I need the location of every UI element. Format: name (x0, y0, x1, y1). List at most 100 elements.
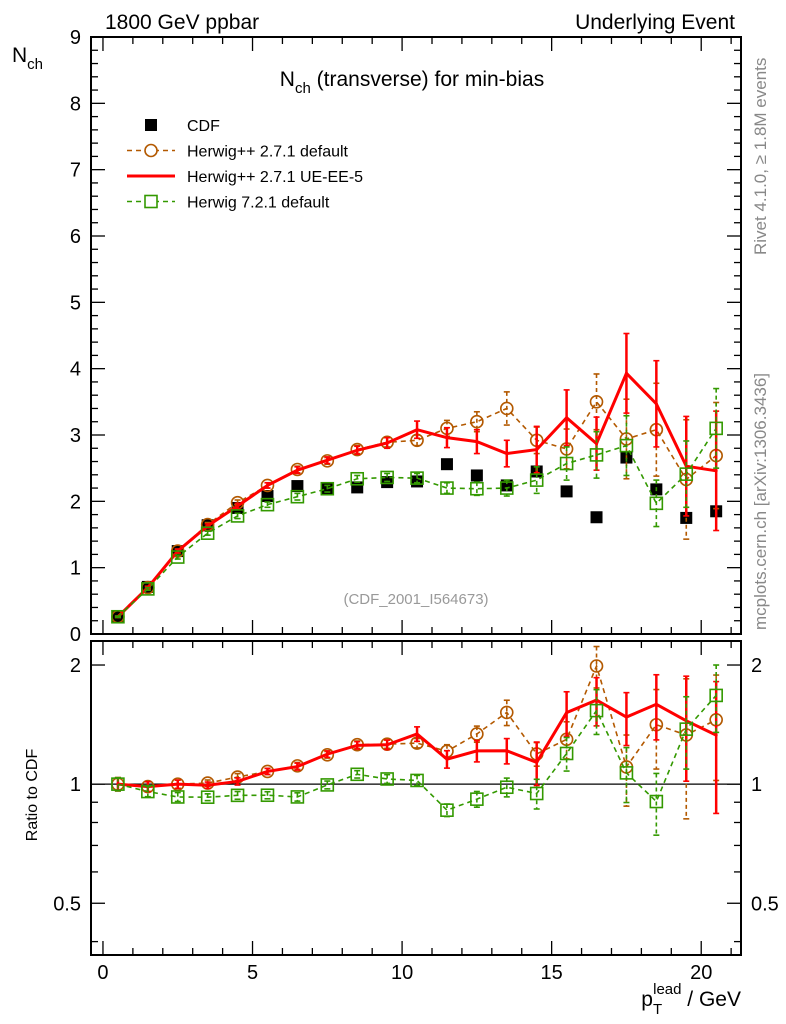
main-series-3-point (141, 582, 155, 596)
ratio-y-tick-label: 0.5 (53, 893, 81, 915)
ratio-series-3-point (290, 790, 305, 804)
ratio-series-3-point (200, 790, 215, 804)
y-tick-label: 2 (70, 491, 81, 513)
ratio-series-3-point (260, 788, 275, 803)
legend-series-3-marker (144, 194, 158, 209)
main-series-2-point (624, 371, 628, 375)
ratio-series-3-point (170, 790, 185, 804)
main-series-3-point (111, 609, 125, 624)
y-tick-label: 0 (70, 624, 81, 646)
ratio-series-3-point (470, 792, 484, 806)
header-left: 1800 GeV ppbar (105, 11, 259, 34)
ratio-series-3-line (117, 694, 717, 812)
ratio-series-2-point (475, 749, 479, 753)
main-series-3-point (649, 496, 664, 511)
ratio-y-tick-label-right: 0.5 (751, 893, 779, 915)
ratio-series-3-point (410, 773, 424, 788)
main-series-2-point (325, 458, 329, 462)
main-series-2-point (445, 436, 449, 440)
ratio-series-2-point (415, 732, 419, 736)
ratio-series-2-point (355, 743, 359, 747)
main-series-2-point (236, 504, 240, 508)
main-series-1-point (470, 414, 484, 429)
main-series-2-point (505, 452, 509, 456)
x-tick-label: 20 (690, 962, 712, 984)
ratio-series-1-line (117, 663, 717, 788)
ratio-y-tick-label: 2 (70, 655, 81, 677)
ratio-series-3-point (709, 688, 723, 703)
main-series-3-point (290, 489, 305, 504)
main-series-2-point (385, 441, 389, 445)
main-series-2-point (475, 440, 479, 444)
main-series-3-point (470, 481, 484, 496)
ratio-series-1-point (290, 759, 305, 773)
main-cdf-point (291, 480, 304, 493)
ratio-series-3-point (380, 772, 394, 786)
main-series-2-point (565, 416, 569, 420)
ratio-series-3-point (589, 703, 604, 718)
ratio-series-3-point (320, 778, 335, 792)
ratio-series-3-point (141, 784, 155, 799)
main-series-3-line (117, 427, 717, 618)
legend-cdf-marker (145, 119, 157, 131)
main-series-1-point (589, 395, 604, 409)
main-series-3-point (410, 471, 424, 485)
main-series-1-point (499, 401, 514, 416)
ratio-y-tick-label-right: 1 (751, 774, 762, 796)
main-series-3-point (260, 497, 275, 512)
ratio-series-2-point (176, 782, 180, 786)
main-cdf-point (590, 511, 603, 524)
main-series-3-point (709, 421, 723, 436)
ratio-series-2-point (535, 760, 539, 764)
x-tick-label: 0 (97, 962, 108, 984)
ratio-series-3-point (111, 777, 125, 791)
main-cdf-point (470, 469, 483, 482)
x-tick-label: 10 (391, 962, 413, 984)
main-series-3-point (170, 550, 185, 564)
ratio-series-2-point (505, 749, 509, 753)
x-tick-label: 15 (541, 962, 563, 984)
rivet-version-label: Rivet 4.1.0, ≥ 1.8M events (751, 58, 770, 255)
legend-series-1-marker (144, 143, 158, 158)
y-tick-label: 3 (70, 425, 81, 447)
legend-series-3-label: Herwig 7.2.1 default (187, 195, 330, 212)
main-cdf-point (560, 485, 573, 498)
legend-series-1-label: Herwig++ 2.7.1 default (187, 144, 349, 161)
main-series-3-point (499, 481, 514, 495)
y-tick-label: 1 (70, 558, 81, 580)
ratio-series-2-point (565, 711, 569, 715)
ratio-series-3-point (230, 788, 245, 803)
main-series-3-point (679, 467, 694, 481)
main-series-3-point (350, 471, 365, 486)
main-series-3-point (619, 438, 634, 453)
ratio-series-2-point (206, 783, 210, 787)
ratio-series-3-point (529, 786, 544, 801)
ratio-y-tick-label-right: 2 (751, 655, 762, 677)
y-tick-label: 5 (70, 292, 81, 314)
ratio-series-3-point (499, 780, 514, 795)
y-axis-label: Nch (12, 44, 43, 73)
ratio-series-3-point (679, 722, 694, 736)
ratio-series-2-point (385, 743, 389, 747)
main-series-1-point (260, 478, 275, 493)
legend-series-2-label: Herwig++ 2.7.1 UE-EE-5 (187, 169, 363, 186)
ratio-y-label: Ratio to CDF (24, 749, 41, 842)
header-right: Underlying Event (575, 11, 735, 34)
main-series-2-point (595, 442, 599, 446)
y-tick-label: 6 (70, 226, 81, 248)
main-series-2-point (295, 468, 299, 472)
ratio-series-2-point (714, 733, 718, 737)
main-series-3-point (380, 470, 394, 485)
ratio-series-2-point (265, 769, 269, 773)
ratio-series-2-point (445, 757, 449, 761)
ratio-series-3-point (440, 803, 454, 817)
ratio-series-1-point (499, 705, 514, 720)
ratio-series-1-point (320, 747, 335, 762)
ratio-series-2-point (624, 715, 628, 719)
main-cdf-point (351, 481, 364, 494)
x-tick-label: 5 (247, 962, 258, 984)
ratio-series-2-point (295, 765, 299, 769)
main-series-1-line (117, 400, 717, 618)
main-series-3-point (529, 473, 544, 487)
main-series-2-point (654, 402, 658, 406)
